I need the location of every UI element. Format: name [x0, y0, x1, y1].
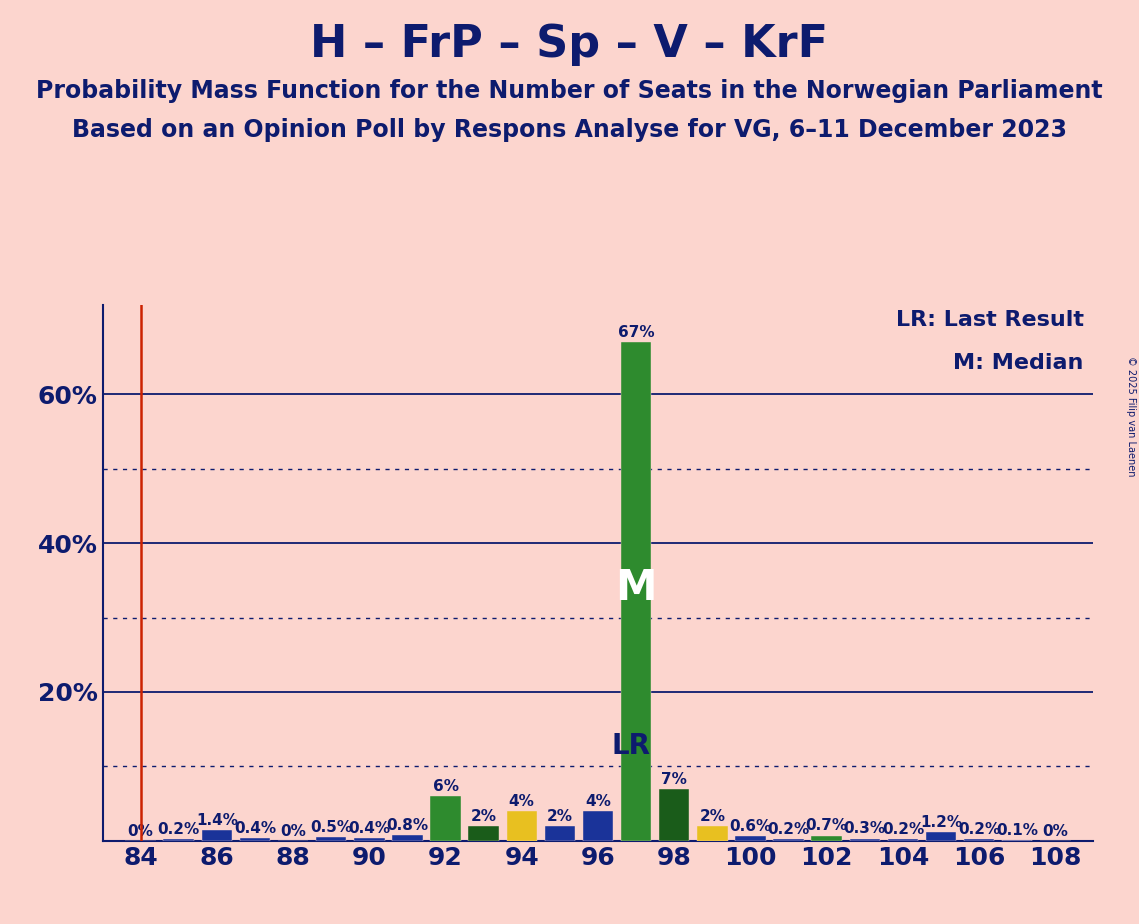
- Text: 0.4%: 0.4%: [233, 821, 276, 835]
- Text: 67%: 67%: [617, 325, 655, 340]
- Bar: [468, 826, 499, 841]
- Text: Based on an Opinion Poll by Respons Analyse for VG, 6–11 December 2023: Based on an Opinion Poll by Respons Anal…: [72, 118, 1067, 142]
- Bar: [964, 839, 994, 841]
- Bar: [164, 839, 194, 841]
- Text: 2%: 2%: [699, 808, 726, 823]
- Text: 0%: 0%: [1042, 823, 1068, 839]
- Text: 2%: 2%: [470, 808, 497, 823]
- Text: 0.2%: 0.2%: [958, 822, 1000, 837]
- Text: LR: Last Result: LR: Last Result: [895, 310, 1083, 330]
- Bar: [697, 826, 728, 841]
- Text: 0.2%: 0.2%: [157, 822, 199, 837]
- Text: 1.2%: 1.2%: [920, 815, 962, 830]
- Bar: [316, 837, 346, 841]
- Bar: [850, 839, 880, 841]
- Bar: [507, 811, 536, 841]
- Bar: [773, 839, 804, 841]
- Bar: [431, 796, 461, 841]
- Text: 0%: 0%: [280, 823, 306, 839]
- Text: Probability Mass Function for the Number of Seats in the Norwegian Parliament: Probability Mass Function for the Number…: [36, 79, 1103, 103]
- Text: © 2025 Filip van Laenen: © 2025 Filip van Laenen: [1125, 356, 1136, 476]
- Text: 1.4%: 1.4%: [196, 813, 238, 828]
- Text: M: M: [615, 566, 657, 609]
- Text: 0.2%: 0.2%: [768, 822, 810, 837]
- Text: 0.5%: 0.5%: [310, 820, 352, 835]
- Text: 7%: 7%: [662, 772, 687, 786]
- Bar: [621, 342, 652, 841]
- Bar: [544, 826, 575, 841]
- Bar: [811, 835, 842, 841]
- Text: 2%: 2%: [547, 808, 573, 823]
- Bar: [735, 836, 765, 841]
- Bar: [926, 832, 957, 841]
- Text: M: Median: M: Median: [953, 353, 1083, 373]
- Text: 0.8%: 0.8%: [386, 818, 428, 833]
- Bar: [239, 838, 270, 841]
- Bar: [659, 789, 689, 841]
- Text: 0%: 0%: [128, 823, 154, 839]
- Bar: [354, 838, 385, 841]
- Text: 0.3%: 0.3%: [844, 821, 886, 836]
- Bar: [583, 811, 613, 841]
- Text: 0.2%: 0.2%: [882, 822, 924, 837]
- Text: 0.4%: 0.4%: [349, 821, 391, 835]
- Text: 0.6%: 0.6%: [729, 820, 771, 834]
- Text: 4%: 4%: [509, 794, 534, 808]
- Text: 0.1%: 0.1%: [997, 823, 1039, 838]
- Text: LR: LR: [612, 733, 650, 760]
- Text: 6%: 6%: [433, 779, 459, 794]
- Text: H – FrP – Sp – V – KrF: H – FrP – Sp – V – KrF: [311, 23, 828, 67]
- Bar: [887, 839, 918, 841]
- Bar: [202, 831, 232, 841]
- Text: 0.7%: 0.7%: [805, 819, 847, 833]
- Bar: [392, 835, 423, 841]
- Text: 4%: 4%: [585, 794, 611, 808]
